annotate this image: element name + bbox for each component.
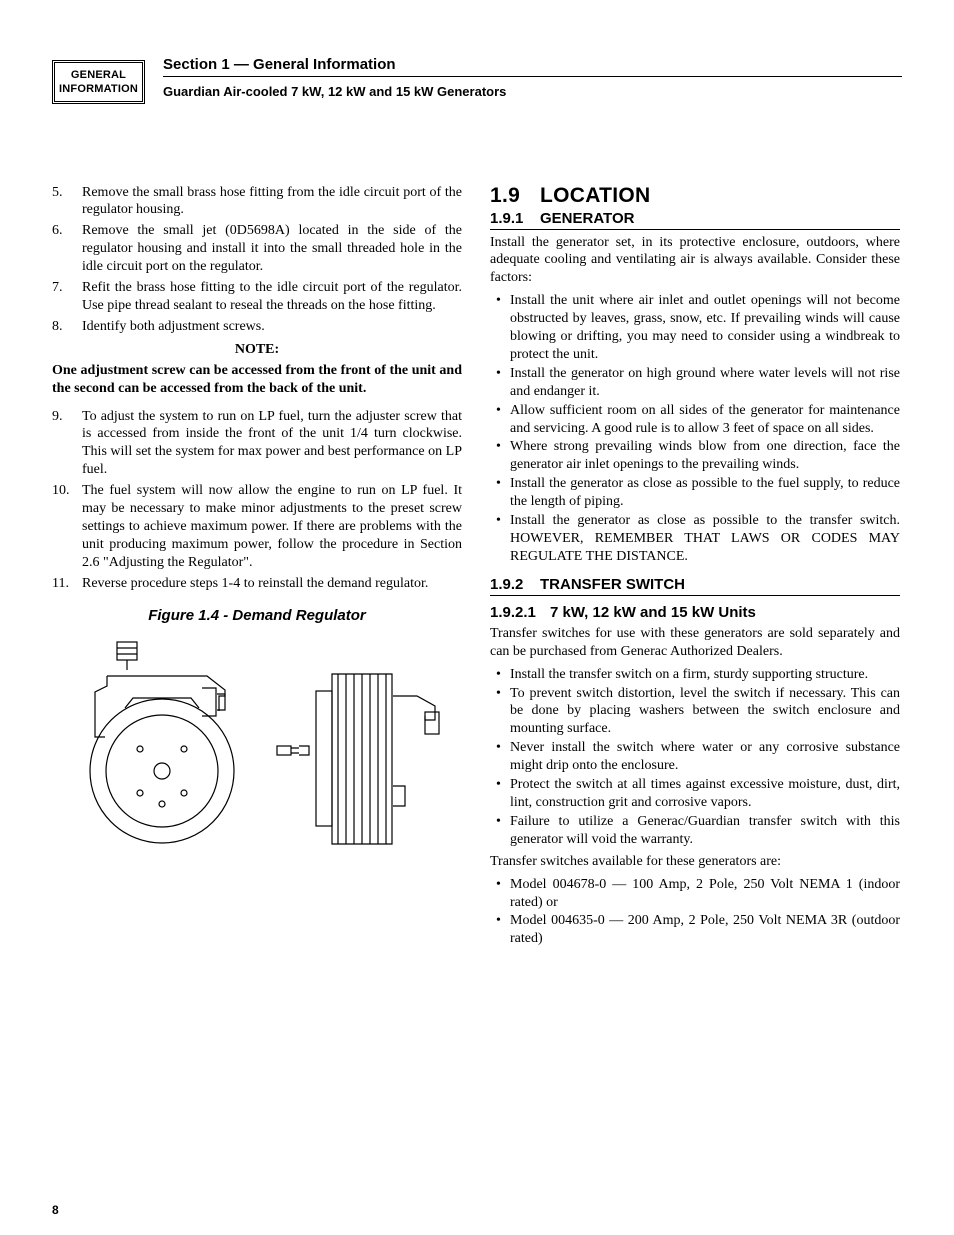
- heading-number: 1.9: [490, 184, 540, 208]
- bullet-text: Where strong prevailing winds blow from …: [510, 438, 900, 474]
- product-line: Guardian Air-cooled 7 kW, 12 kW and 15 k…: [163, 84, 902, 99]
- heading-transfer-switch: 1.9.2 TRANSFER SWITCH: [490, 576, 900, 596]
- list-item: •Model 004678-0 — 100 Amp, 2 Pole, 250 V…: [490, 876, 900, 912]
- section-tab-line1: GENERAL: [59, 69, 138, 83]
- step-number: 5.: [52, 184, 82, 220]
- transfer-intro: Transfer switches for use with these gen…: [490, 625, 900, 661]
- list-item: •Install the transfer switch on a firm, …: [490, 666, 900, 684]
- bullet-text: Install the unit where air inlet and out…: [510, 292, 900, 364]
- step-text: Remove the small brass hose fitting from…: [82, 184, 462, 220]
- bullet-icon: •: [490, 475, 510, 511]
- step-number: 6.: [52, 222, 82, 276]
- list-item: •Where strong prevailing winds blow from…: [490, 438, 900, 474]
- step-text: To adjust the system to run on LP fuel, …: [82, 408, 462, 480]
- bullet-text: Install the transfer switch on a firm, s…: [510, 666, 868, 684]
- section-title: Section 1 — General Information: [163, 56, 902, 77]
- list-item: •Never install the switch where water or…: [490, 739, 900, 775]
- bullet-text: To prevent switch distortion, level the …: [510, 685, 900, 739]
- list-item: •Install the generator on high ground wh…: [490, 365, 900, 401]
- heading-text: LOCATION: [540, 184, 651, 208]
- content-columns: 5.Remove the small brass hose fitting fr…: [52, 184, 902, 953]
- bullet-icon: •: [490, 666, 510, 684]
- left-column: 5.Remove the small brass hose fitting fr…: [52, 184, 462, 953]
- bullet-icon: •: [490, 292, 510, 364]
- heading-units: 1.9.2.1 7 kW, 12 kW and 15 kW Units: [490, 604, 900, 621]
- transfer-bullets: •Install the transfer switch on a firm, …: [490, 666, 900, 849]
- bullet-text: Install the generator on high ground whe…: [510, 365, 900, 401]
- page-number: 8: [52, 1203, 59, 1217]
- list-item: 11.Reverse procedure steps 1-4 to reinst…: [52, 575, 462, 593]
- bullet-icon: •: [490, 739, 510, 775]
- bullet-icon: •: [490, 876, 510, 912]
- heading-number: 1.9.2: [490, 576, 540, 593]
- steps-list-b: 9.To adjust the system to run on LP fuel…: [52, 408, 462, 593]
- model-bullets: •Model 004678-0 — 100 Amp, 2 Pole, 250 V…: [490, 876, 900, 949]
- step-number: 10.: [52, 482, 82, 572]
- list-item: 7.Refit the brass hose fitting to the id…: [52, 279, 462, 315]
- bullet-text: Protect the switch at all times against …: [510, 776, 900, 812]
- step-text: Remove the small jet (0D5698A) located i…: [82, 222, 462, 276]
- note-heading: NOTE:: [52, 342, 462, 358]
- bullet-icon: •: [490, 776, 510, 812]
- list-item: •Install the generator as close as possi…: [490, 512, 900, 566]
- bullet-icon: •: [490, 512, 510, 566]
- step-number: 7.: [52, 279, 82, 315]
- list-item: •Install the generator as close as possi…: [490, 475, 900, 511]
- step-number: 8.: [52, 318, 82, 336]
- bullet-text: Install the generator as close as possib…: [510, 512, 900, 566]
- heading-generator: 1.9.1 GENERATOR: [490, 210, 900, 230]
- generator-bullets: •Install the unit where air inlet and ou…: [490, 292, 900, 566]
- heading-text: GENERATOR: [540, 210, 634, 227]
- list-item: •Failure to utilize a Generac/Guardian t…: [490, 813, 900, 849]
- bullet-text: Install the generator as close as possib…: [510, 475, 900, 511]
- bullet-text: Model 004635-0 — 200 Amp, 2 Pole, 250 Vo…: [510, 912, 900, 948]
- list-item: •Install the unit where air inlet and ou…: [490, 292, 900, 364]
- right-column: 1.9 LOCATION 1.9.1 GENERATOR Install the…: [490, 184, 900, 953]
- list-item: 6.Remove the small jet (0D5698A) located…: [52, 222, 462, 276]
- list-item: •To prevent switch distortion, level the…: [490, 685, 900, 739]
- heading-location: 1.9 LOCATION: [490, 184, 900, 208]
- bullet-icon: •: [490, 402, 510, 438]
- step-number: 11.: [52, 575, 82, 593]
- step-text: Refit the brass hose fitting to the idle…: [82, 279, 462, 315]
- list-item: 9.To adjust the system to run on LP fuel…: [52, 408, 462, 480]
- step-number: 9.: [52, 408, 82, 480]
- bullet-icon: •: [490, 685, 510, 739]
- list-item: 10.The fuel system will now allow the en…: [52, 482, 462, 572]
- list-item: 5.Remove the small brass hose fitting fr…: [52, 184, 462, 220]
- section-tab-box: GENERAL INFORMATION: [52, 60, 145, 104]
- list-item: •Protect the switch at all times against…: [490, 776, 900, 812]
- bullet-icon: •: [490, 912, 510, 948]
- bullet-text: Never install the switch where water or …: [510, 739, 900, 775]
- avail-line: Transfer switches available for these ge…: [490, 853, 900, 871]
- section-tab-line2: INFORMATION: [59, 83, 138, 97]
- steps-list-a: 5.Remove the small brass hose fitting fr…: [52, 184, 462, 336]
- figure-caption: Figure 1.4 - Demand Regulator: [52, 607, 462, 624]
- bullet-text: Model 004678-0 — 100 Amp, 2 Pole, 250 Vo…: [510, 876, 900, 912]
- figure-holder: [52, 636, 462, 881]
- step-text: Reverse procedure steps 1-4 to reinstall…: [82, 575, 428, 593]
- bullet-icon: •: [490, 438, 510, 474]
- list-item: •Model 004635-0 — 200 Amp, 2 Pole, 250 V…: [490, 912, 900, 948]
- heading-number: 1.9.2.1: [490, 604, 550, 621]
- bullet-icon: •: [490, 813, 510, 849]
- heading-text: TRANSFER SWITCH: [540, 576, 685, 593]
- page-header: GENERAL INFORMATION Section 1 — General …: [52, 56, 902, 104]
- note-body: One adjustment screw can be accessed fro…: [52, 362, 462, 398]
- step-text: Identify both adjustment screws.: [82, 318, 265, 336]
- bullet-text: Allow sufficient room on all sides of th…: [510, 402, 900, 438]
- step-text: The fuel system will now allow the engin…: [82, 482, 462, 572]
- header-block: Section 1 — General Information Guardian…: [163, 56, 902, 99]
- list-item: •Allow sufficient room on all sides of t…: [490, 402, 900, 438]
- bullet-icon: •: [490, 365, 510, 401]
- heading-number: 1.9.1: [490, 210, 540, 227]
- heading-text: 7 kW, 12 kW and 15 kW Units: [550, 604, 756, 621]
- bullet-text: Failure to utilize a Generac/Guardian tr…: [510, 813, 900, 849]
- generator-intro: Install the generator set, in its protec…: [490, 234, 900, 288]
- list-item: 8.Identify both adjustment screws.: [52, 318, 462, 336]
- demand-regulator-figure: [67, 636, 447, 881]
